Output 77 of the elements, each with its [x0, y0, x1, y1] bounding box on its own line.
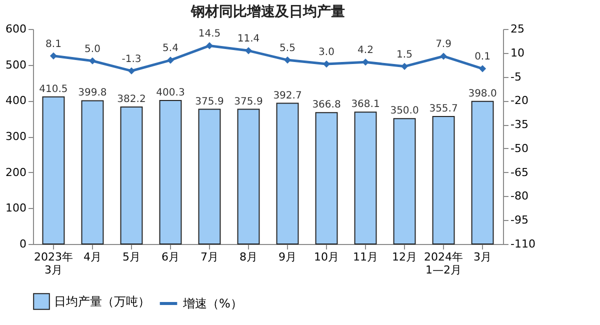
legend-label: 增速（%）: [182, 296, 242, 310]
y2-tick-label: -65: [510, 166, 528, 179]
y2-tick-label: -50: [510, 142, 528, 155]
bar: [81, 100, 104, 244]
data-label: 5.0: [84, 44, 100, 55]
y-tick-label: 500: [6, 58, 26, 72]
x-tick-label: 6月: [161, 250, 180, 264]
x-tick-label: 12月: [392, 250, 418, 264]
x-tick-label: 7月: [200, 250, 218, 264]
y2-tick-label: -80: [510, 190, 528, 203]
y-tick-label: 100: [6, 202, 26, 215]
data-label: 410.5: [39, 84, 68, 95]
x-tick-label: 11月: [353, 250, 378, 264]
bar: [198, 108, 221, 244]
data-label: 1.5: [396, 49, 412, 60]
bar: [432, 116, 455, 244]
data-label: 3.0: [318, 47, 334, 58]
point: [88, 57, 96, 64]
data-label: 7.9: [436, 39, 452, 50]
x-tick-label: 3月: [474, 250, 492, 264]
point: [166, 56, 174, 64]
data-label: 368.1: [351, 99, 380, 110]
y-tick-label: 300: [6, 130, 26, 143]
x-tick-label: 8月: [240, 250, 258, 264]
point: [400, 62, 408, 70]
bar: [159, 100, 182, 244]
y-tick-label: 0: [20, 238, 26, 250]
data-label: -1.3: [122, 54, 142, 65]
y2-tick-label: 25: [510, 22, 524, 36]
data-label: 399.8: [78, 88, 107, 99]
bar: [315, 112, 338, 244]
legend-label: 日均产量（万吨）: [54, 294, 150, 308]
data-label: 0.1: [474, 52, 490, 63]
data-label: 5.4: [162, 43, 178, 54]
x-tick-label: 2023年 3月: [34, 250, 73, 276]
y-tick-label: 400: [6, 94, 26, 108]
x-tick-label: 4月: [83, 250, 102, 264]
data-label: 350.0: [390, 106, 419, 117]
y2-tick-label: -35: [510, 118, 528, 132]
y-tick-label: 600: [6, 22, 26, 36]
y2-tick-label: -5: [510, 70, 522, 84]
data-label: 355.7: [429, 104, 458, 115]
point: [440, 52, 448, 60]
data-label: 4.2: [358, 45, 374, 56]
data-label: 8.1: [46, 38, 62, 50]
x-tick-label: 10月: [314, 250, 340, 264]
data-label: 5.5: [280, 43, 296, 54]
bar: [42, 96, 65, 244]
x-tick-label: 5月: [122, 250, 140, 264]
x-tick-label: 2024年 1—2月: [424, 250, 464, 276]
data-label: 400.3: [156, 88, 185, 99]
point: [206, 42, 214, 50]
chart-title: 钢材同比增速及日均产量: [190, 3, 345, 20]
point: [478, 65, 486, 72]
data-label: 375.9: [195, 96, 224, 108]
bar: [471, 100, 494, 244]
y2-tick-label: -95: [510, 214, 528, 227]
data-label: 382.2: [117, 94, 146, 106]
bar: [120, 106, 143, 244]
data-label: 375.9: [234, 96, 263, 108]
data-label: 392.7: [273, 90, 302, 102]
y2-tick-label: -110: [510, 238, 536, 250]
point: [128, 67, 136, 74]
data-label: 14.5: [198, 28, 221, 40]
y-tick-label: 200: [6, 166, 26, 179]
bar: [393, 118, 416, 244]
bar: [276, 102, 299, 244]
y2-tick-label: -20: [510, 94, 528, 108]
bar: [237, 108, 260, 244]
x-tick-label: 9月: [278, 250, 296, 264]
bar: [354, 112, 377, 244]
point: [50, 52, 58, 60]
data-label: 11.4: [237, 34, 260, 45]
y2-tick-label: 10: [510, 46, 524, 60]
data-label: 398.0: [468, 88, 497, 100]
data-label: 366.8: [312, 100, 341, 111]
point: [244, 47, 252, 54]
